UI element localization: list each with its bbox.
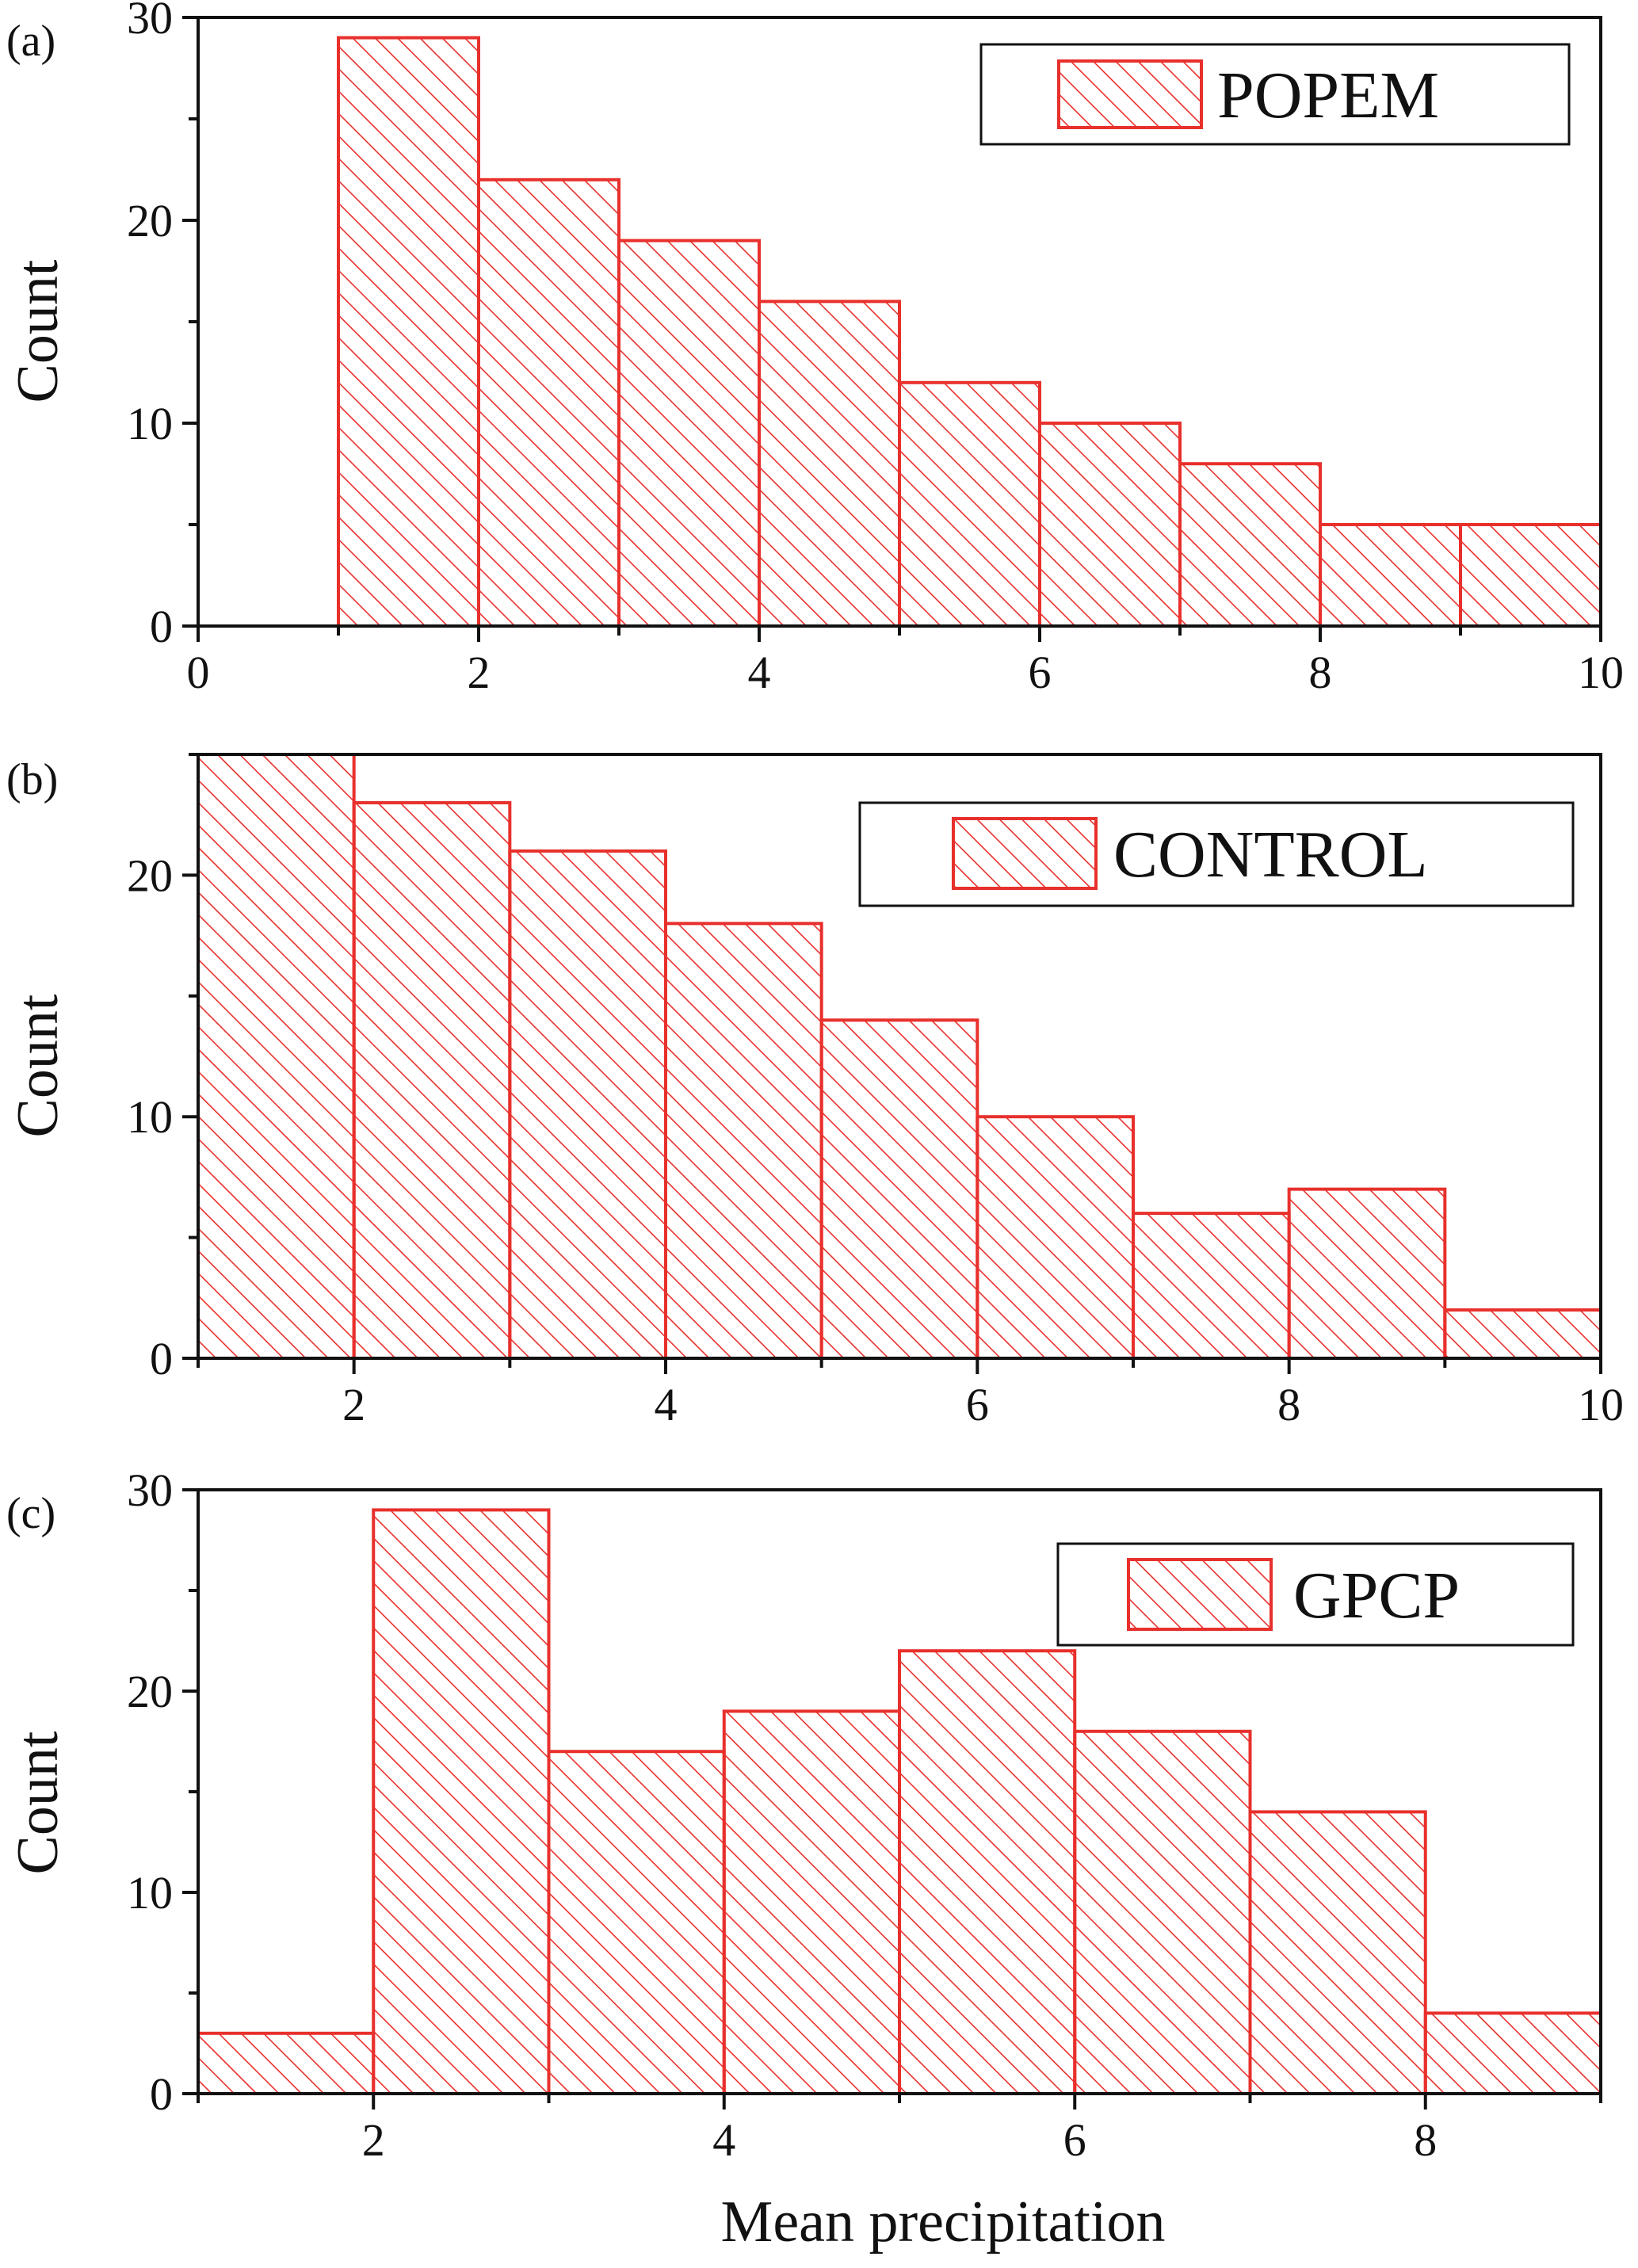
panel-a-bar-5 (898, 380, 1041, 628)
panel-c-bar-6 (1073, 1729, 1252, 2096)
panel-a-y-tick-label: 10 (127, 398, 173, 449)
panel-a-bar-4 (758, 300, 901, 628)
panel-b-bar-7 (1132, 1212, 1291, 1360)
panel-b-y-ticks: 0 10 20 (127, 753, 198, 1384)
panel-b-plot-frame (197, 753, 1602, 1360)
panel-c-y-axis-title: Count (6, 1731, 71, 1874)
panel-a-bars (337, 36, 1602, 628)
panel-c-label: (c) (6, 1489, 55, 1538)
panel-a-x-tick-label: 4 (748, 647, 771, 698)
panel-b-bar-9 (1443, 1308, 1603, 1361)
panel-a-legend-swatch (1057, 59, 1203, 129)
panel-b-legend-text: CONTROL (1113, 818, 1428, 892)
panel-a-x-tick-label: 2 (468, 647, 491, 698)
panel-b-x-tick-label: 10 (1578, 1379, 1624, 1430)
panel-a-x-tick-label: 8 (1309, 647, 1332, 698)
panel-a-legend-text: POPEM (1217, 59, 1439, 132)
panel-c-legend-swatch (1127, 1558, 1273, 1631)
panel-c-bars (197, 1508, 1602, 2096)
panel-a-y-ticks: 0 10 20 30 (127, 0, 198, 652)
panel-a-y-tick-label: 20 (127, 195, 173, 246)
panel-a-label: (a) (6, 17, 55, 66)
panel-a-y-axis-title: Count (6, 259, 71, 403)
panel-a-bar-8 (1319, 523, 1462, 628)
panel-b-bar-6 (976, 1115, 1136, 1360)
panel-c-legend-text: GPCP (1293, 1559, 1460, 1632)
panel-c-bar-8 (1423, 2011, 1602, 2095)
panel-b-y-tick-label: 0 (150, 1333, 173, 1384)
panel-a-bar-2 (477, 178, 620, 628)
panel-a-y-tick-label: 0 (150, 601, 173, 652)
panel-b-x-tick-label: 8 (1277, 1379, 1300, 1430)
panel-c-x-tick-label: 8 (1414, 2114, 1437, 2166)
panel-b-x-ticks: 2 4 6 8 10 (197, 1358, 1624, 1430)
panel-c-bar-7 (1248, 1810, 1427, 2095)
panel-a-x-tick-label: 10 (1578, 647, 1624, 698)
panel-b-x-tick-label: 6 (966, 1379, 989, 1430)
panel-c-bar-5 (898, 1649, 1077, 2095)
panel-c-bar-4 (722, 1709, 901, 2095)
panel-a-bar-1 (337, 36, 480, 628)
panel-b-x-tick-label: 2 (342, 1379, 365, 1430)
panel-a-bar-3 (617, 239, 761, 628)
panel-c-x-ticks: 2 4 6 8 (197, 2094, 1602, 2166)
panel-b-label: (b) (6, 755, 58, 804)
panel-a-y-tick-label: 30 (127, 0, 173, 44)
panel-a-bar-6 (1038, 422, 1182, 628)
panel-b-legend-swatch (952, 817, 1098, 890)
panel-b: (b) Count CONTROL 2 4 6 8 10 0 10 20 (6, 753, 1624, 1430)
panel-c-bar-3 (547, 1750, 726, 2095)
panel-b-bar-2 (352, 800, 512, 1360)
panel-b-bar-1 (197, 753, 356, 1360)
panel-b-bar-5 (819, 1018, 979, 1361)
panel-c-x-tick-label: 4 (712, 2114, 735, 2166)
panel-b-y-tick-label: 10 (127, 1091, 173, 1143)
panel-b-y-axis-title: Count (6, 994, 71, 1137)
panel-c-y-tick-label: 10 (127, 1867, 173, 1919)
panel-c-bar-2 (372, 1508, 551, 2095)
panel-c-y-tick-label: 0 (150, 2068, 173, 2120)
panel-b-y-tick-label: 20 (127, 850, 173, 901)
panel-c-y-ticks: 0 10 20 30 (127, 1464, 198, 2120)
panel-c-bar-1 (197, 2031, 376, 2096)
panel-b-bar-4 (664, 922, 823, 1360)
panel-b-bar-3 (508, 849, 667, 1361)
panel-c-y-tick-label: 20 (127, 1666, 173, 1717)
panel-b-x-tick-label: 4 (655, 1379, 678, 1430)
panel-a: (a) Count POPEM 0 2 4 6 8 10 0 10 20 30 (6, 0, 1624, 698)
panel-c-x-tick-label: 6 (1063, 2114, 1086, 2166)
panel-a-x-tick-label: 6 (1029, 647, 1052, 698)
panel-b-bar-8 (1287, 1187, 1447, 1361)
panel-c-x-tick-label: 2 (362, 2114, 385, 2166)
panel-c: (c) Count GPCP 2 4 6 8 0 10 20 30 (6, 1464, 1602, 2166)
panel-a-x-ticks: 0 2 4 6 8 10 (187, 626, 1624, 698)
panel-a-bar-9 (1459, 523, 1602, 628)
panel-b-bars (197, 753, 1603, 1361)
x-axis-title: Mean precipitation (721, 2190, 1166, 2255)
panel-a-bar-7 (1178, 462, 1322, 628)
panel-a-x-tick-label: 0 (187, 647, 210, 698)
panel-c-y-tick-label: 30 (127, 1464, 173, 1516)
